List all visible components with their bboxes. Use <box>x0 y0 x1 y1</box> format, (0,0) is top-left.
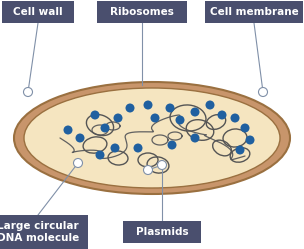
Circle shape <box>157 161 167 170</box>
Text: Large circular
DNA molecule: Large circular DNA molecule <box>0 221 79 243</box>
Circle shape <box>168 140 177 149</box>
Circle shape <box>175 116 185 124</box>
FancyBboxPatch shape <box>205 1 303 23</box>
Circle shape <box>23 87 33 97</box>
Ellipse shape <box>14 82 290 194</box>
Ellipse shape <box>24 88 280 188</box>
Circle shape <box>110 143 119 152</box>
Circle shape <box>258 87 268 97</box>
Text: Ribosomes: Ribosomes <box>110 7 174 17</box>
Circle shape <box>113 114 123 123</box>
Circle shape <box>91 111 99 120</box>
FancyBboxPatch shape <box>97 1 187 23</box>
Circle shape <box>64 125 72 134</box>
Circle shape <box>191 108 199 117</box>
Circle shape <box>143 166 153 175</box>
Circle shape <box>95 150 105 160</box>
Circle shape <box>133 143 143 152</box>
Text: Cell membrane: Cell membrane <box>210 7 298 17</box>
Circle shape <box>217 111 226 120</box>
Circle shape <box>165 104 174 113</box>
Circle shape <box>246 135 254 144</box>
Circle shape <box>143 101 153 110</box>
Circle shape <box>230 114 240 123</box>
Text: Cell wall: Cell wall <box>13 7 63 17</box>
Circle shape <box>74 159 82 168</box>
Circle shape <box>236 145 244 154</box>
Circle shape <box>101 124 109 132</box>
FancyBboxPatch shape <box>123 221 201 243</box>
Circle shape <box>206 101 215 110</box>
Text: Plasmids: Plasmids <box>136 227 188 237</box>
Circle shape <box>126 104 134 113</box>
Circle shape <box>240 124 250 132</box>
FancyBboxPatch shape <box>2 1 74 23</box>
Circle shape <box>75 133 85 142</box>
Circle shape <box>191 133 199 142</box>
Circle shape <box>150 114 160 123</box>
FancyBboxPatch shape <box>0 215 88 249</box>
